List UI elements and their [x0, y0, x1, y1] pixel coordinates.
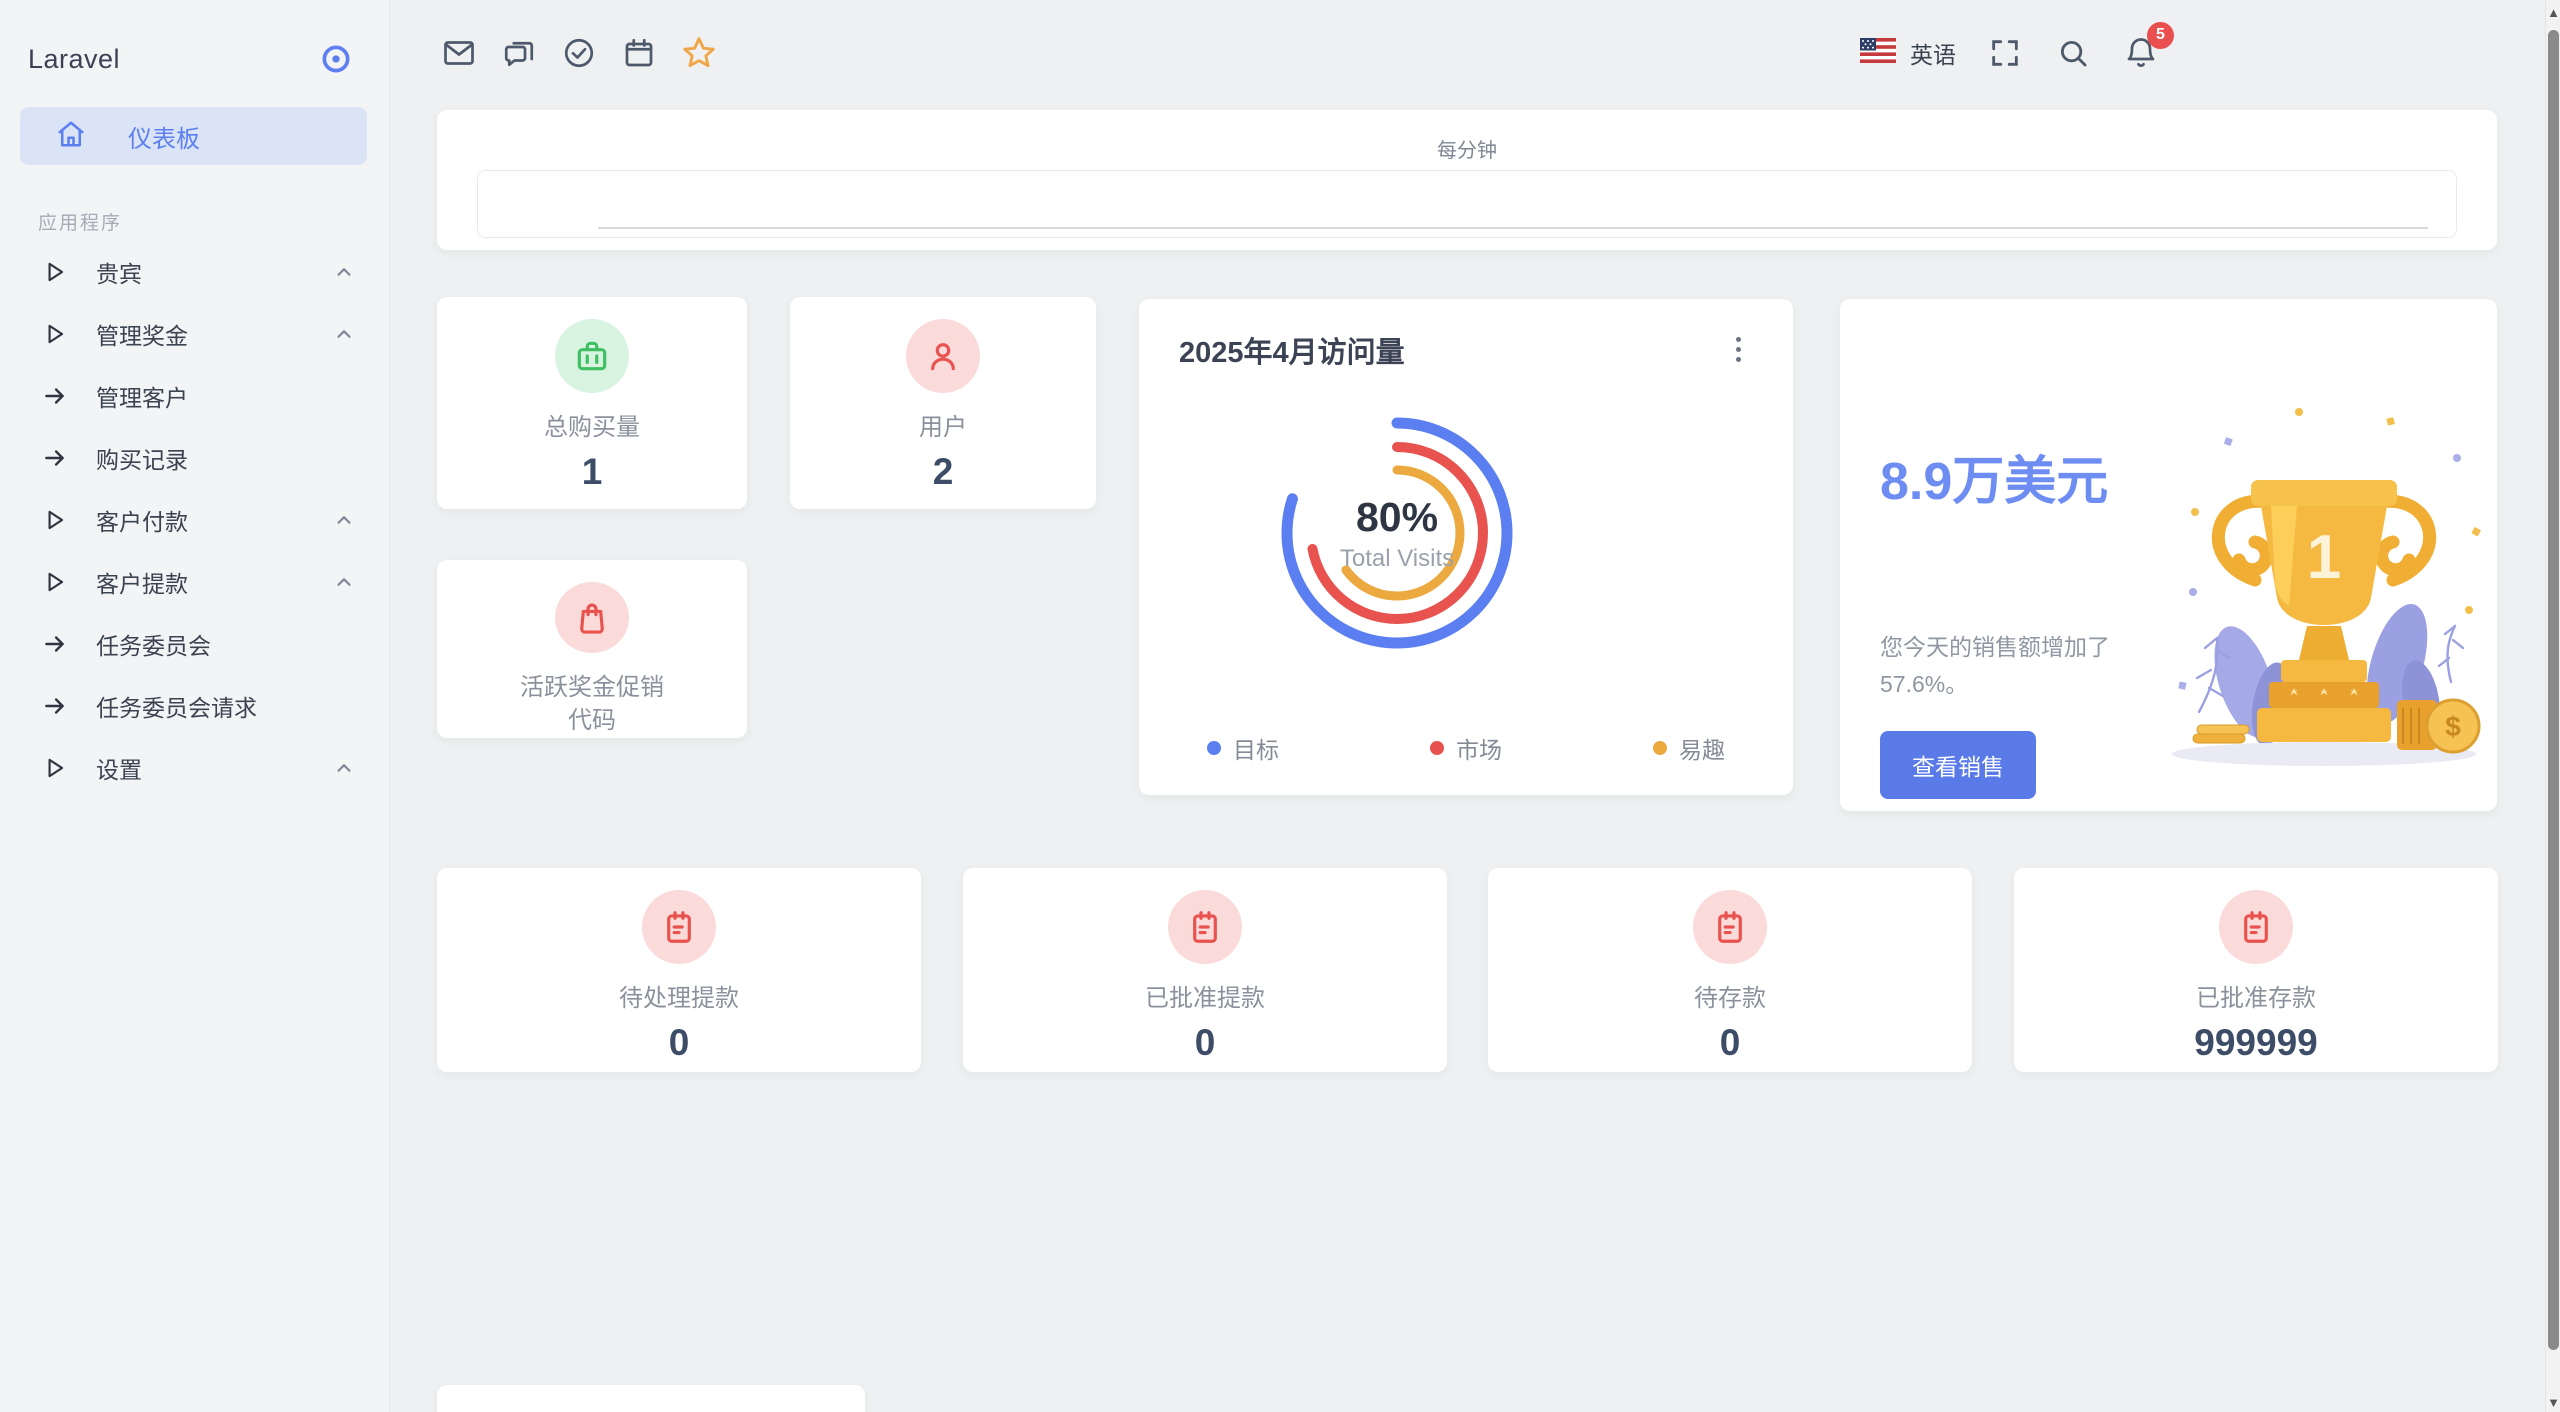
monthly-visits-card: 2025年4月访问量 80% Total Visits 目标 市场 易趣	[1139, 299, 1793, 795]
arrow-right-icon	[40, 693, 70, 719]
legend-item-ebay: 易趣	[1653, 731, 1725, 765]
stat-value: 1	[581, 450, 603, 492]
sidebar-item-manage-customers[interactable]: 管理客户	[0, 365, 389, 427]
svg-text:$: $	[2445, 711, 2461, 742]
play-triangle-icon	[40, 507, 70, 533]
per-minute-chart-area	[477, 170, 2457, 238]
stat-label: 待处理提款	[619, 985, 739, 1012]
sidebar-item-customer-payments[interactable]: 客户付款	[0, 489, 389, 551]
approved-deposits-card: 已批准存款 999999	[2014, 868, 2498, 1072]
chevron-up-icon	[329, 509, 359, 531]
shopping-bag-icon	[555, 582, 629, 653]
sidebar-section-label: 应用程序	[38, 213, 123, 234]
scrollbar-thumb[interactable]	[2548, 30, 2559, 1350]
sales-amount: 8.9万美元	[1880, 453, 2109, 511]
search-icon[interactable]	[2054, 34, 2092, 72]
stat-value: 2	[932, 450, 954, 492]
sidebar-item-purchase-records[interactable]: 购买记录	[0, 427, 389, 489]
view-sales-button[interactable]: 查看销售	[1880, 731, 2036, 799]
sidebar-item-vip[interactable]: 贵宾	[0, 241, 389, 303]
stat-value: 0	[1194, 1021, 1216, 1063]
stat-label: 用户	[919, 414, 967, 441]
sidebar-item-label: 仪表板	[128, 125, 200, 153]
kebab-menu-icon[interactable]	[1723, 331, 1753, 367]
stat-label: 活跃奖金促销代码	[520, 673, 664, 735]
sidebar-item-task-committee[interactable]: 任务委员会	[0, 613, 389, 675]
per-minute-title: 每分钟	[1437, 140, 1497, 162]
legend-item-target: 目标	[1207, 731, 1279, 765]
chevron-up-icon	[329, 261, 359, 283]
sidebar-item-settings[interactable]: 设置	[0, 737, 389, 799]
language-label: 英语	[1910, 41, 1956, 68]
sales-description: 您今天的销售额增加了57.6%。	[1880, 634, 2110, 697]
topbar: 英语 5	[390, 0, 2560, 105]
chart-axis-line	[598, 227, 2428, 229]
sidebar-toggle-icon[interactable]	[317, 40, 355, 78]
sidebar-item-dashboard[interactable]: 仪表板	[20, 107, 367, 165]
per-minute-card: 每分钟	[437, 110, 2497, 250]
stat-value: 0	[668, 1021, 690, 1063]
play-triangle-icon	[40, 321, 70, 347]
brand-logo: Laravel	[28, 43, 121, 74]
notifications-bell-icon[interactable]: 5	[2122, 21, 2174, 72]
trophy-illustration: 1 $	[2159, 382, 2489, 787]
legend-dot	[1653, 741, 1667, 755]
radial-bar-chart: 80% Total Visits	[1237, 373, 1557, 693]
play-triangle-icon	[40, 259, 70, 285]
partial-card	[437, 1385, 865, 1412]
legend-dot	[1207, 741, 1221, 755]
user-icon	[906, 319, 980, 393]
briefcase-icon	[555, 319, 629, 393]
mail-icon[interactable]	[440, 34, 478, 72]
calendar-icon[interactable]	[620, 34, 658, 72]
pending-deposits-card: 待存款 0	[1488, 868, 1972, 1072]
legend-item-market: 市场	[1430, 731, 1502, 765]
stat-label: 已批准存款	[2196, 985, 2316, 1012]
chevron-up-icon	[329, 323, 359, 345]
arrow-right-icon	[40, 383, 70, 409]
notification-badge: 5	[2147, 21, 2174, 49]
sidebar-item-customer-withdrawals[interactable]: 客户提款	[0, 551, 389, 613]
scroll-down-arrow[interactable]: ▼	[2547, 1394, 2560, 1410]
play-triangle-icon	[40, 755, 70, 781]
check-circle-icon[interactable]	[560, 34, 598, 72]
chart-title: 2025年4月访问量	[1179, 337, 1405, 369]
us-flag-icon	[1860, 37, 1896, 68]
pending-withdrawals-card: 待处理提款 0	[437, 868, 921, 1072]
star-icon[interactable]	[680, 34, 718, 72]
arrow-right-icon	[40, 445, 70, 471]
sidebar-menu: 贵宾 管理奖金 管理客户 购买记录	[0, 241, 389, 799]
total-purchases-card: 总购买量 1	[437, 297, 747, 509]
sales-summary-card: 8.9万美元 您今天的销售额增加了57.6%。 查看销售	[1840, 299, 2497, 811]
chart-legend: 目标 市场 易趣	[1207, 731, 1725, 765]
chevron-up-icon	[329, 757, 359, 779]
chevron-up-icon	[329, 571, 359, 593]
stat-value: 999999	[2194, 1021, 2318, 1063]
active-promo-codes-card: 活跃奖金促销代码	[437, 560, 747, 738]
users-card: 用户 2	[790, 297, 1096, 509]
sidebar-item-manage-bonus[interactable]: 管理奖金	[0, 303, 389, 365]
arrow-right-icon	[40, 631, 70, 657]
journal-icon	[1168, 890, 1242, 964]
journal-icon	[642, 890, 716, 964]
home-icon	[56, 119, 86, 154]
journal-icon	[2219, 890, 2293, 964]
sidebar: Laravel 仪表板 应用程序 贵宾	[0, 0, 390, 1412]
play-triangle-icon	[40, 569, 70, 595]
scroll-up-arrow[interactable]: ▲	[2547, 4, 2560, 20]
stat-value: 0	[1719, 1021, 1741, 1063]
fullscreen-icon[interactable]	[1986, 34, 2024, 72]
vertical-scrollbar[interactable]: ▲ ▼	[2545, 0, 2560, 1412]
sidebar-item-task-committee-requests[interactable]: 任务委员会请求	[0, 675, 389, 737]
stat-label: 已批准提款	[1145, 985, 1265, 1012]
stat-label: 总购买量	[544, 414, 640, 441]
trophy-number: 1	[2307, 523, 2341, 592]
legend-dot	[1430, 741, 1444, 755]
approved-withdrawals-card: 已批准提款 0	[963, 868, 1447, 1072]
language-selector[interactable]: 英语	[1860, 36, 1956, 70]
journal-icon	[1693, 890, 1767, 964]
stat-label: 待存款	[1694, 985, 1766, 1012]
chat-icon[interactable]	[500, 34, 538, 72]
